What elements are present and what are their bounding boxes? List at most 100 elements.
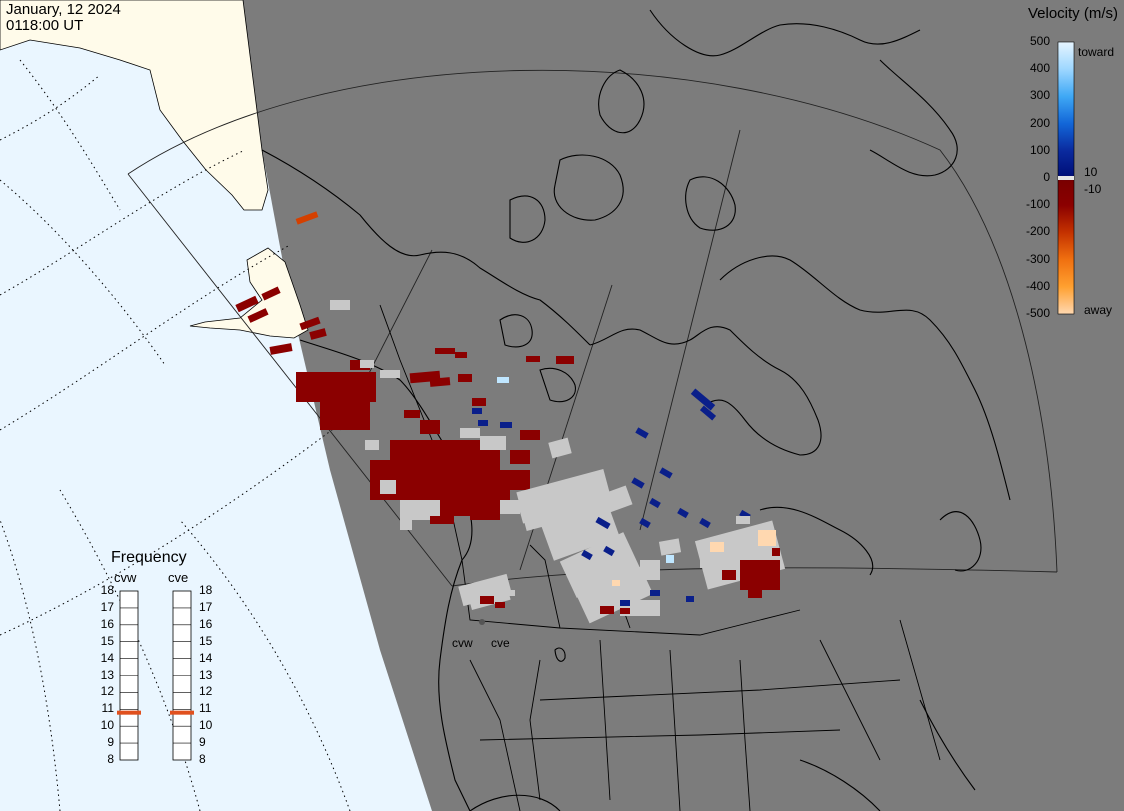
frequency-tick-label: 14 xyxy=(199,650,213,665)
velocity-cell xyxy=(380,370,400,378)
velocity-cell xyxy=(455,352,467,358)
velocity-cell xyxy=(540,499,620,561)
velocity-cell xyxy=(360,360,374,368)
legend-tick-label: -200 xyxy=(1025,224,1050,239)
frequency-tick-label: 15 xyxy=(100,633,114,648)
radar-name-cve: cve xyxy=(168,570,189,585)
colorbar-zero-band xyxy=(1058,176,1074,180)
frequency-tick-label: 13 xyxy=(199,667,213,682)
velocity-cell xyxy=(495,602,505,608)
velocity-cell xyxy=(247,308,269,323)
legend-tick-label: -300 xyxy=(1025,251,1050,266)
velocity-cell xyxy=(458,573,512,607)
velocity-cell xyxy=(380,480,396,494)
velocity-cell xyxy=(559,532,641,598)
velocity-cell xyxy=(300,380,330,388)
frequency-tick-label: 12 xyxy=(100,684,114,699)
sunlit-land-aleutian xyxy=(189,247,309,339)
velocity-cell xyxy=(458,374,472,382)
velocity-cell xyxy=(261,286,281,301)
frequency-tick-label: 16 xyxy=(100,616,114,631)
velocity-cell xyxy=(710,542,724,552)
velocity-cell xyxy=(330,300,350,310)
velocity-cell xyxy=(400,520,412,530)
frequency-marker xyxy=(117,710,141,715)
legend-tick-label: 200 xyxy=(1029,115,1050,130)
velocity-cell xyxy=(581,549,593,561)
frequency-tick-label: 18 xyxy=(100,583,114,597)
velocity-cell xyxy=(722,570,736,580)
frequency-tick-label: 12 xyxy=(199,684,213,699)
velocity-cell xyxy=(686,596,694,602)
velocity-cell xyxy=(612,580,620,586)
frequency-title: Frequency xyxy=(111,549,187,566)
velocity-cell xyxy=(500,422,512,428)
velocity-cell xyxy=(649,497,661,509)
frequency-tick-label: 16 xyxy=(199,616,213,631)
velocity-cell xyxy=(320,400,370,430)
velocity-cell xyxy=(510,450,530,464)
velocity-cell xyxy=(576,566,654,624)
legend-tick-label: 100 xyxy=(1029,142,1050,157)
frequency-tick-label: 9 xyxy=(107,735,114,750)
nighttime-shading xyxy=(243,0,1124,811)
velocity-cell xyxy=(659,467,673,479)
frequency-tick-label: 18 xyxy=(199,583,213,597)
legend-away-label: away xyxy=(1084,303,1113,317)
frequency-tick-label: 8 xyxy=(107,752,114,766)
velocity-cell xyxy=(472,408,482,414)
frequency-marker xyxy=(170,710,194,715)
velocity-cell xyxy=(600,606,614,614)
velocity-cell xyxy=(295,211,319,225)
frequency-tick-label: 17 xyxy=(100,599,114,614)
velocity-cell xyxy=(435,348,455,354)
velocity-cell xyxy=(620,600,630,606)
frequency-panel xyxy=(117,590,194,761)
sunlit-land-alaska xyxy=(0,0,269,211)
frequency-tick-label: 10 xyxy=(100,718,114,733)
velocity-cell xyxy=(699,405,717,421)
velocity-cell xyxy=(650,590,660,596)
legend-tick-label: 0 xyxy=(1043,170,1050,184)
velocity-cell xyxy=(480,436,506,450)
velocity-cell xyxy=(700,560,710,568)
site-label-cve: cve xyxy=(491,636,510,650)
velocity-cell xyxy=(440,500,470,516)
velocity-cell xyxy=(429,377,451,387)
velocity-cell xyxy=(505,590,515,596)
velocity-cell xyxy=(309,328,327,340)
site-label-cvw: cvw xyxy=(452,636,473,650)
velocity-data-cells xyxy=(235,211,786,624)
legend-tick-label: 300 xyxy=(1029,88,1050,103)
velocity-cell xyxy=(404,410,420,418)
legend-tick-label: 400 xyxy=(1029,61,1050,76)
velocity-cell xyxy=(497,377,509,383)
velocity-cell xyxy=(365,440,379,450)
legend-title: Velocity (m/s) xyxy=(1027,5,1118,22)
velocity-cell xyxy=(690,388,716,411)
velocity-cell xyxy=(480,596,494,604)
frequency-tick-label: 13 xyxy=(100,667,114,682)
time-label: 0118:00 UT xyxy=(6,17,84,34)
frequency-tick-label: 8 xyxy=(199,752,206,766)
frequency-tick-label: 15 xyxy=(199,633,213,648)
velocity-cell xyxy=(430,516,454,524)
velocity-cell xyxy=(420,420,440,434)
legend-tick-label: -400 xyxy=(1025,278,1050,293)
velocity-cell xyxy=(400,500,440,520)
velocity-cell xyxy=(758,530,776,546)
frequency-tick-label: 11 xyxy=(199,701,212,716)
radar-name-cvw: cvw xyxy=(114,570,137,585)
velocity-cell xyxy=(666,555,674,563)
velocity-cell xyxy=(677,507,689,519)
velocity-cell xyxy=(478,420,488,426)
velocity-cell xyxy=(500,470,530,490)
legend-tick-label: -500 xyxy=(1025,306,1050,320)
velocity-cell xyxy=(520,430,540,440)
velocity-cell xyxy=(472,398,486,406)
velocity-cell xyxy=(517,496,553,524)
radar-site-marker xyxy=(479,619,485,625)
velocity-cell xyxy=(597,485,633,515)
